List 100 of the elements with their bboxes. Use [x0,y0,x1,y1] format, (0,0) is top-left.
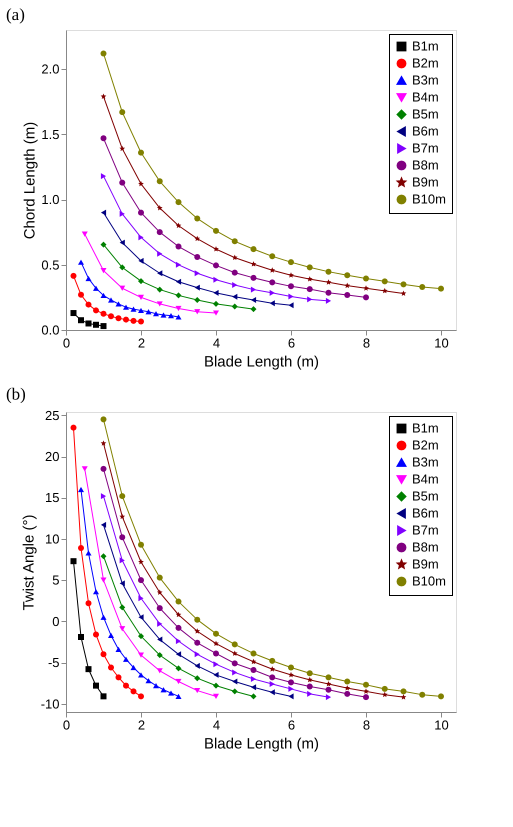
point [382,278,388,284]
point [270,290,275,296]
legend-label: B10m [412,192,446,206]
point [269,674,276,680]
point [78,292,84,298]
point [70,272,76,279]
point [156,286,163,293]
point [194,628,200,634]
point [213,300,219,307]
point [250,261,256,267]
point [119,264,126,270]
point [344,678,350,684]
point [119,146,126,152]
y-tick-label: 1.5 [41,126,60,142]
point [326,680,332,686]
point [213,694,219,699]
point [86,666,92,672]
point [213,682,219,689]
point [160,312,166,318]
point [100,323,106,330]
point [156,229,163,236]
point [213,661,219,668]
point [194,215,200,222]
legend-label: B1m [412,420,439,436]
point [306,670,313,676]
point [250,650,256,656]
point [100,553,106,560]
point [213,650,219,656]
point [82,232,88,237]
x-tick-label: 6 [288,718,296,732]
legend-label: B4m [412,472,439,486]
point [194,675,200,682]
point [123,304,129,310]
legend-label: B6m [412,124,439,138]
point [307,296,312,302]
point [82,466,88,472]
point [288,686,294,692]
y-tick-label: 0.5 [41,257,60,272]
legend-label: B1m [412,38,439,54]
point [86,302,92,308]
y-tick-label: 10 [45,531,60,546]
point [306,264,313,270]
point [176,314,182,320]
point [270,300,275,306]
point [156,668,163,674]
point [100,440,106,446]
point [232,270,238,276]
point [176,678,182,684]
point [153,311,159,316]
y-tick-label: -10 [40,696,60,712]
point [400,281,406,288]
point [93,632,99,638]
point [232,238,238,244]
point [363,688,369,694]
point [250,286,256,293]
point [270,689,275,696]
y-tick-label: 20 [45,449,60,464]
point [119,493,126,500]
point [269,253,276,260]
legend-label: B7m [412,140,439,156]
x-tick-label: 2 [138,718,146,732]
x-tick-label: 0 [62,336,70,350]
x-tick-label: 6 [288,336,296,350]
point [326,694,332,700]
point [363,294,369,300]
point [232,641,238,648]
point [176,624,182,631]
legend-label: B9m [412,174,439,190]
point [288,259,294,266]
point [100,493,106,500]
point [382,692,388,698]
point [363,694,369,700]
point [100,94,106,99]
point [100,651,106,658]
point [100,292,106,298]
point [108,297,114,303]
point [168,313,174,318]
legend-label: B9m [412,556,439,572]
point [400,694,406,700]
point [156,605,163,612]
point [138,278,144,284]
point [213,672,219,678]
point [168,690,174,696]
point [100,268,106,274]
point [138,614,144,620]
point [146,678,152,684]
point [138,150,144,156]
point [194,297,200,303]
point [119,626,126,632]
point [213,630,219,637]
point [130,318,136,324]
point [400,688,406,694]
legend-label: B5m [412,106,439,122]
point [176,638,182,644]
point [138,577,144,584]
point [123,682,129,689]
point [108,664,114,670]
point [100,50,106,56]
point [120,240,125,246]
legend-label: B3m [412,454,439,470]
